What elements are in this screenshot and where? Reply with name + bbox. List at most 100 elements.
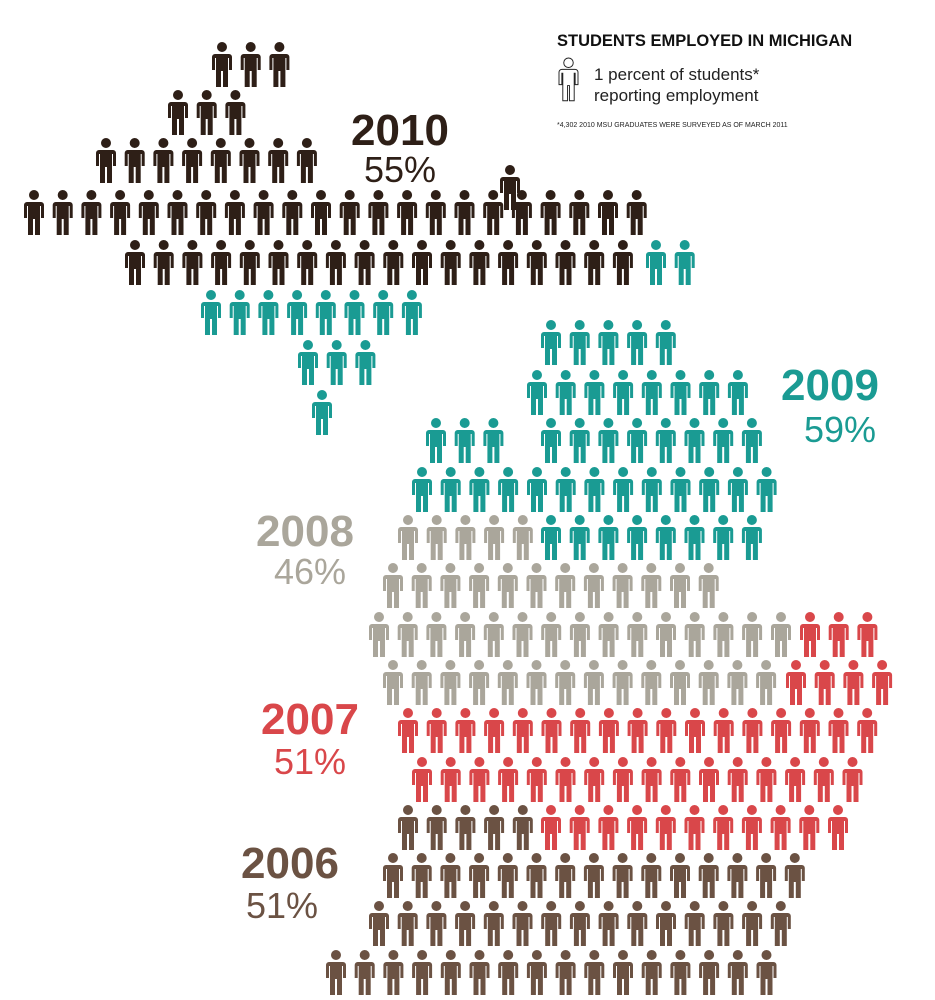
person-icon: [685, 708, 705, 753]
person-icon: [570, 708, 591, 753]
person-icon: [398, 515, 418, 560]
person-icon: [315, 290, 336, 335]
person-icon: [498, 757, 519, 802]
person-icon: [612, 563, 633, 608]
person-icon: [425, 190, 446, 235]
person-icon: [440, 660, 461, 705]
person-icon: [771, 708, 792, 753]
person-icon: [699, 467, 720, 512]
person-icon: [800, 612, 820, 657]
person-icon: [526, 660, 547, 705]
person-icon: [239, 240, 260, 285]
person-icon: [512, 612, 533, 657]
person-icon: [397, 612, 418, 657]
person-icon: [584, 757, 605, 802]
person-icon: [598, 190, 618, 235]
person-icon: [24, 190, 44, 235]
person-icon: [641, 563, 662, 608]
person-icon: [569, 901, 590, 946]
person-icon: [440, 467, 461, 512]
person-icon: [641, 950, 662, 995]
person-icon: [727, 370, 748, 415]
person-icon: [211, 240, 232, 285]
person-icon: [613, 370, 634, 415]
person-icon: [297, 240, 318, 285]
person-icon: [527, 467, 547, 512]
person-icon: [383, 950, 404, 995]
person-icon: [398, 805, 418, 850]
person-icon: [857, 708, 878, 753]
chart-title: STUDENTS EMPLOYED IN MICHIGAN: [557, 32, 852, 50]
person-icon: [81, 190, 102, 235]
person-icon: [627, 418, 648, 463]
person-icon: [612, 240, 633, 285]
person-icon: [684, 901, 705, 946]
percent-label: 59%: [804, 409, 876, 450]
person-icon: [584, 467, 605, 512]
person-icon: [756, 467, 777, 512]
person-icon: [584, 240, 605, 285]
year-icons: [398, 612, 893, 850]
person-icon: [469, 240, 490, 285]
person-icon: [484, 708, 505, 753]
person-icon: [674, 240, 695, 285]
person-icon: [224, 190, 245, 235]
person-icon: [613, 950, 633, 995]
person-icon: [497, 853, 518, 898]
person-icon: [412, 240, 432, 285]
person-icon: [756, 757, 777, 802]
person-icon: [440, 757, 461, 802]
person-icon: [268, 240, 289, 285]
person-icon: [742, 612, 763, 657]
person-icon: [583, 563, 604, 608]
year-label: 2007: [261, 695, 359, 744]
person-icon: [756, 950, 777, 995]
person-icon: [598, 418, 619, 463]
person-icon: [684, 418, 705, 463]
person-icon: [383, 660, 403, 705]
person-icon: [799, 805, 820, 850]
person-icon: [670, 757, 691, 802]
person-icon: [258, 290, 279, 335]
person-icon: [124, 138, 145, 183]
person-icon: [167, 190, 188, 235]
person-icon: [699, 950, 720, 995]
person-icon: [355, 340, 376, 385]
person-icon: [656, 708, 677, 753]
person-icon: [196, 190, 217, 235]
person-icon: [541, 612, 562, 657]
person-icon: [799, 708, 820, 753]
person-icon: [786, 660, 806, 705]
person-icon: [627, 320, 648, 365]
legend-icon: [558, 57, 579, 102]
person-icon: [511, 190, 532, 235]
person-icon: [253, 190, 274, 235]
person-icon: [612, 660, 633, 705]
person-icon: [110, 190, 131, 235]
person-icon: [454, 190, 475, 235]
person-icon: [541, 708, 562, 753]
person-icon: [656, 901, 676, 946]
person-icon: [713, 612, 734, 657]
person-icon: [426, 418, 446, 463]
person-icon: [784, 853, 805, 898]
person-icon: [583, 853, 604, 898]
person-icon: [641, 370, 662, 415]
person-icon: [713, 418, 734, 463]
person-icon: [655, 320, 676, 365]
person-icon: [598, 901, 619, 946]
person-icon: [627, 515, 648, 560]
person-icon: [455, 901, 476, 946]
person-icon: [828, 612, 849, 657]
person-icon: [411, 853, 432, 898]
person-icon: [646, 240, 666, 285]
person-icon: [469, 853, 490, 898]
person-icon: [741, 418, 762, 463]
person-icon: [512, 708, 533, 753]
person-icon: [196, 90, 217, 135]
person-icon: [813, 757, 834, 802]
person-icon: [212, 42, 232, 87]
person-icon: [655, 515, 676, 560]
percent-label: 46%: [274, 551, 346, 592]
person-icon: [699, 757, 719, 802]
